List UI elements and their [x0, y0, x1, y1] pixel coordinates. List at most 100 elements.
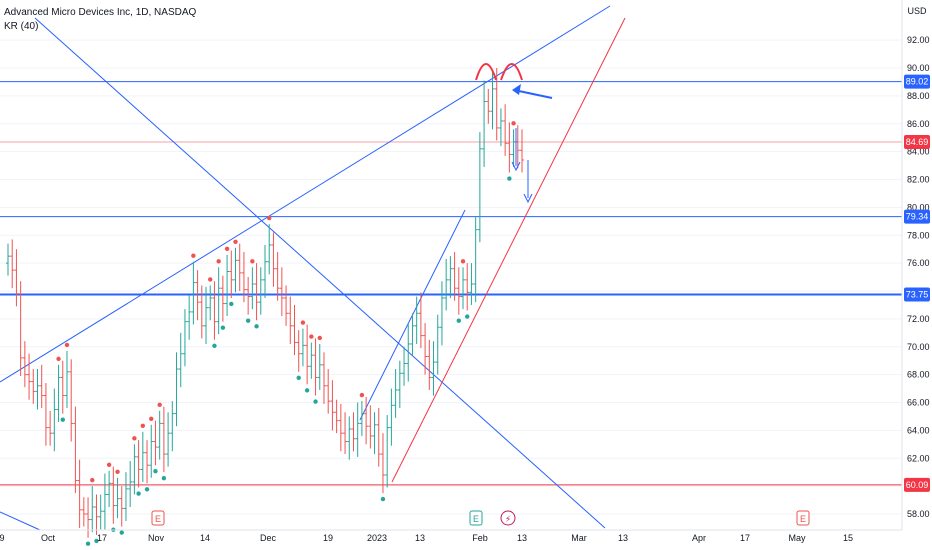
time-axis[interactable]: 9 Oct 17 Nov 14 Dec 19 2023 13 Feb 13 Mar 13 Apr 17 May… — [0, 529, 902, 543]
pivot-high-dot — [115, 469, 120, 474]
x-tick-label: Oct — [41, 533, 56, 543]
y-tick-label: 84.00 — [907, 147, 930, 157]
pivot-low-dot — [220, 325, 226, 330]
trendline — [0, 5, 611, 383]
ohlc-bar — [149, 416, 154, 478]
price-tag-label: 84.69 — [906, 137, 929, 147]
ohlc-bar — [224, 246, 230, 317]
pivot-low-dot — [212, 343, 217, 348]
ohlc-bar — [427, 339, 432, 390]
ohlc-bar — [402, 346, 407, 386]
ohlc-bar — [254, 263, 259, 329]
x-tick-label: May — [788, 533, 806, 543]
pivot-high-dot — [300, 320, 306, 325]
ohlc-bar — [106, 462, 112, 508]
down-arrow-head — [523, 193, 533, 204]
pivot-high-dot — [233, 239, 238, 244]
ohlc-bar — [364, 396, 369, 445]
ohlc-bar — [418, 292, 423, 349]
price-tag — [904, 209, 930, 224]
x-tick-label: 17 — [740, 533, 750, 543]
ohlc-bar — [288, 296, 293, 344]
ohlc-bar — [237, 243, 242, 291]
left-arrow-shaft — [513, 89, 553, 99]
ohlc-bar — [490, 72, 495, 130]
ohlc-bar — [351, 412, 356, 452]
event-marker-label: E — [155, 514, 161, 524]
ohlc-bar — [102, 473, 107, 530]
ohlc-bar — [85, 497, 91, 546]
ohlc-bar — [174, 352, 179, 427]
ohlc-bar — [43, 382, 48, 446]
pivot-high-dot — [511, 121, 516, 126]
pivot-high-dot — [132, 436, 137, 441]
dividend-marker — [500, 510, 516, 526]
pivot-low-dot — [136, 491, 141, 496]
ohlc-bar — [123, 472, 128, 521]
x-tick-label: 14 — [200, 533, 210, 543]
ohlc-bar — [347, 416, 352, 460]
ohlc-bar — [187, 295, 192, 340]
ohlc-bar — [94, 494, 99, 544]
y-tick-label: 92.00 — [907, 35, 930, 45]
ohlc-bar — [300, 320, 306, 367]
ohlc-bar — [444, 258, 449, 311]
x-tick-label: Apr — [692, 533, 706, 543]
pivot-low-dot — [119, 530, 124, 535]
horizontal-levels — [0, 81, 902, 486]
y-tick-label: 88.00 — [907, 91, 930, 101]
ohlc-bar — [73, 406, 78, 494]
ohlc-bar — [304, 324, 310, 393]
ohlc-bar — [410, 313, 415, 357]
ohlc-bar — [212, 281, 217, 348]
price-tag — [904, 477, 930, 492]
double-top-arc — [475, 63, 497, 81]
ohlc-bar — [520, 129, 524, 173]
ohlc-bar — [498, 108, 503, 147]
down-arrow-head — [511, 161, 521, 172]
price-tag-label: 60.09 — [906, 480, 929, 490]
price-axis[interactable]: USD 92.00 90.00 88.00 86.00 84.00 82.00 80.00 78… — [901, 0, 932, 550]
y-tick-label: 76.00 — [907, 258, 930, 268]
ohlc-bar — [170, 401, 175, 452]
ohlc-bar — [477, 132, 482, 243]
x-tick-label: 13 — [618, 533, 628, 543]
ohlc-bar — [507, 122, 512, 181]
pivot-low-dot — [229, 301, 234, 307]
ohlc-bar — [469, 263, 474, 305]
ohlc-bar — [368, 405, 373, 449]
symbol-title: Advanced Micro Devices Inc, 1D, NASDAQ — [4, 7, 197, 18]
ohlc-bar — [414, 296, 419, 344]
ohlc-bar — [229, 250, 234, 307]
ohlc-bar — [330, 380, 335, 431]
earnings-marker — [796, 510, 810, 526]
pivot-high-dot — [191, 253, 196, 258]
pivot-high-dot — [267, 215, 272, 221]
ohlc-bar — [267, 215, 272, 275]
earnings-marker — [469, 510, 483, 526]
annotations — [475, 63, 553, 204]
ohlc-bar — [157, 402, 162, 460]
ohlc-bar — [376, 408, 381, 467]
earnings-marker — [151, 510, 165, 526]
ohlc-bar — [511, 121, 516, 167]
pivot-low-dot — [254, 324, 259, 329]
indicator-label: KR (40) — [4, 21, 39, 32]
trendline — [391, 17, 626, 483]
ohlc-bar — [22, 341, 27, 388]
double-top-arc — [500, 63, 523, 81]
pivot-high-dot — [90, 477, 95, 483]
event-marker-label: ⚡ — [505, 514, 511, 524]
pivot-low-dot — [380, 496, 386, 502]
price-tag — [904, 135, 930, 150]
pivot-high-dot — [224, 246, 230, 251]
x-tick-label: 13 — [517, 533, 527, 543]
ohlc-bar — [56, 356, 61, 423]
ohlc-bar — [178, 332, 183, 388]
ohlc-bar — [48, 410, 53, 446]
pivot-low-dot — [94, 538, 99, 544]
y-tick-label: 62.00 — [907, 453, 930, 463]
ohlc-bar — [18, 281, 23, 377]
ohlc-bar — [60, 360, 65, 422]
